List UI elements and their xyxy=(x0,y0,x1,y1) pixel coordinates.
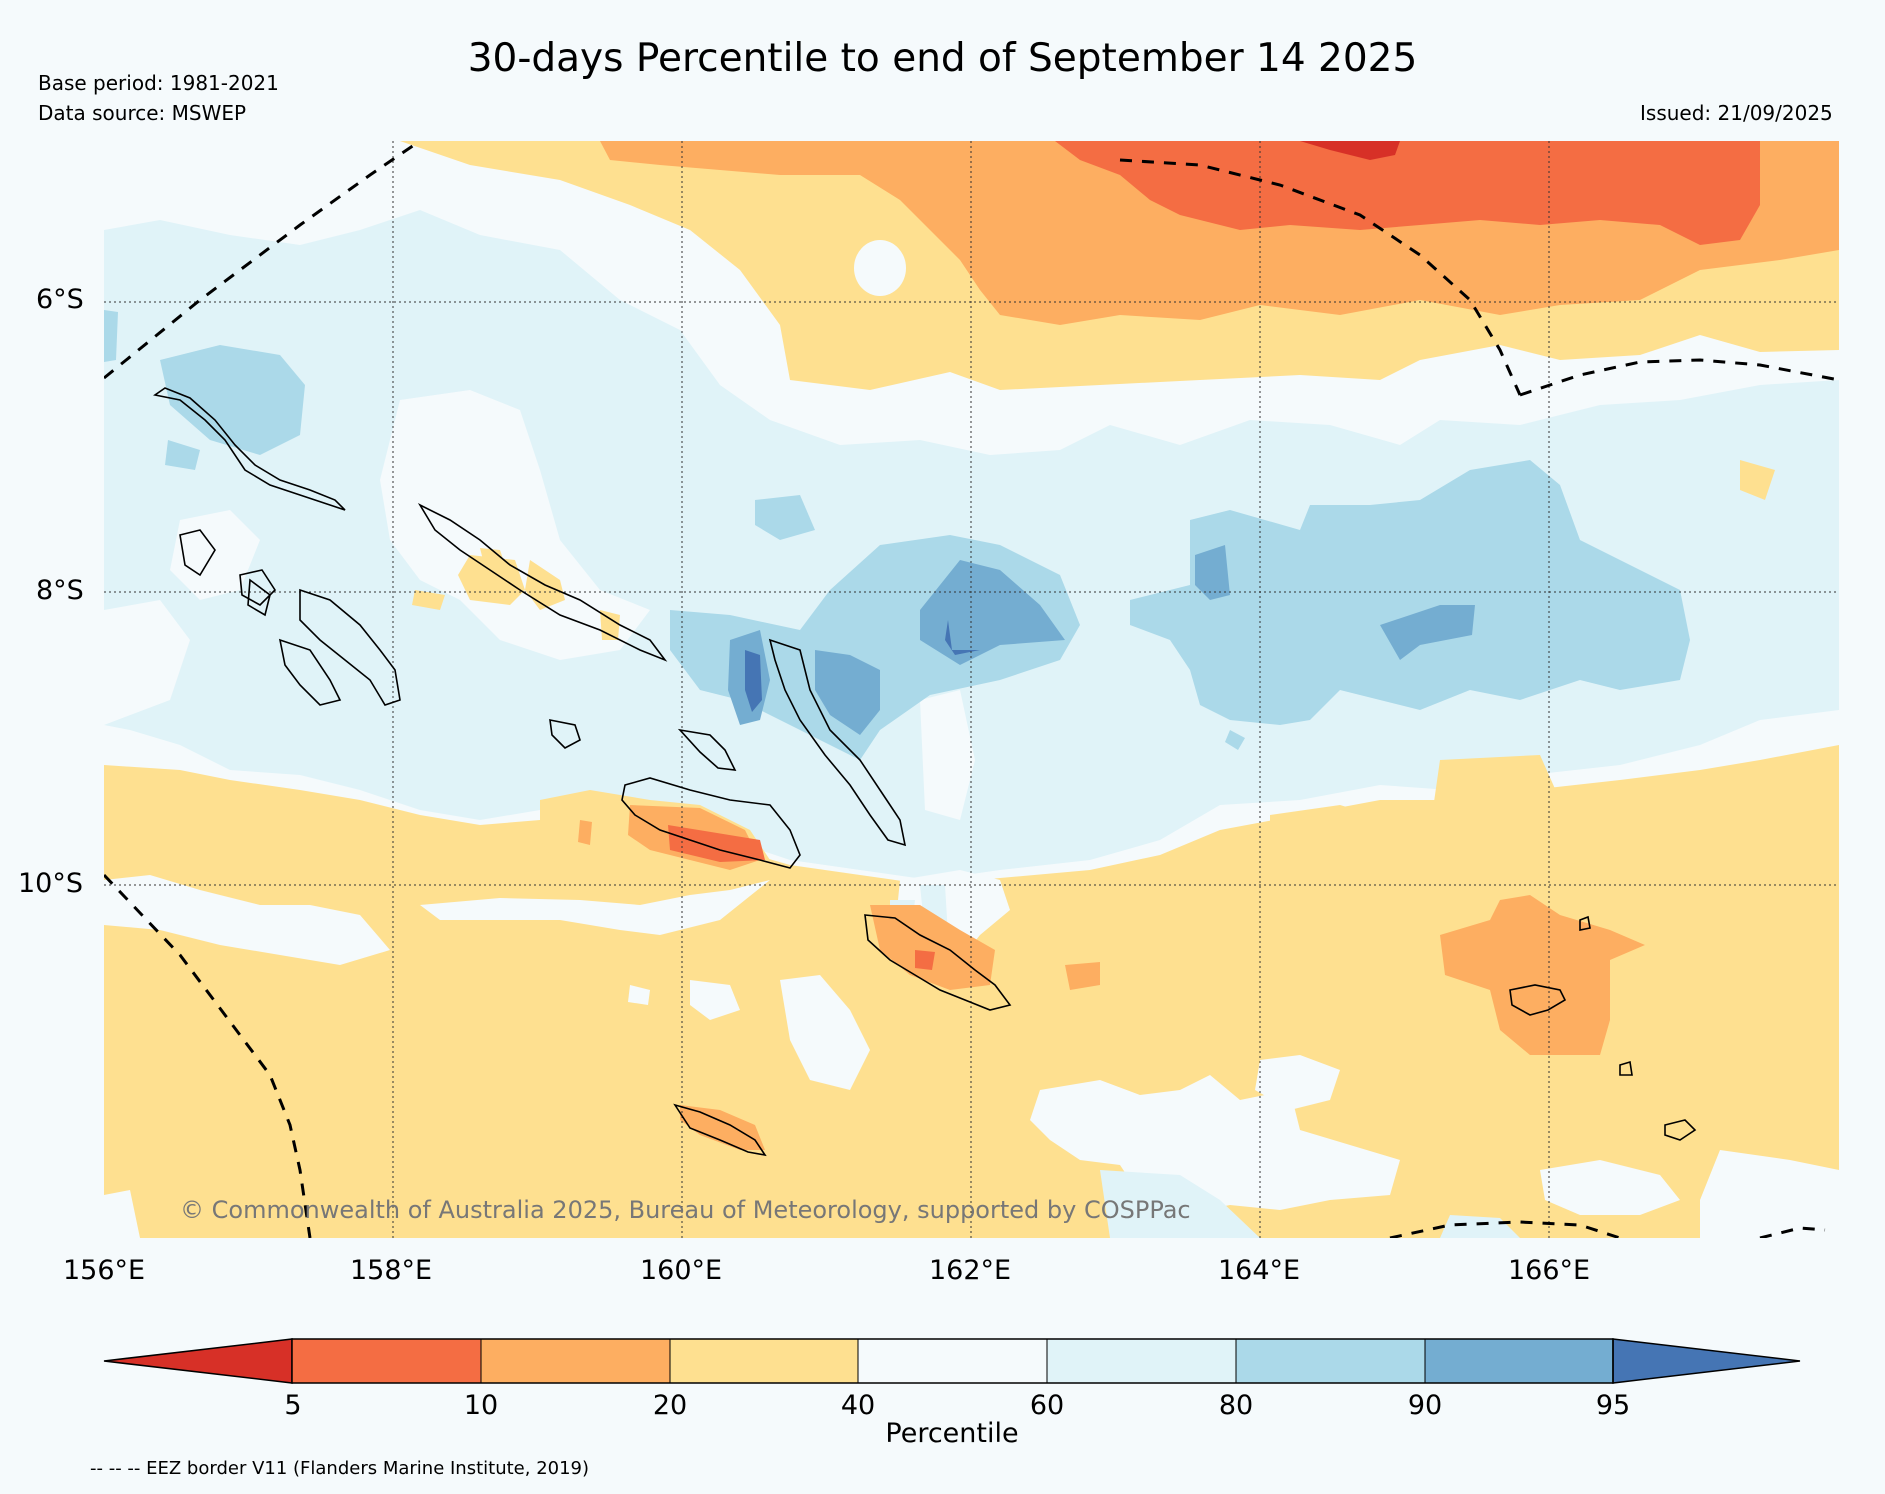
contour-5-10-north xyxy=(1055,141,1760,245)
lat-label-10s: 10°S xyxy=(18,868,83,899)
legend-swatch-80-90 xyxy=(1236,1339,1425,1383)
coast-makira xyxy=(864,914,1012,1011)
lon-label-156e: 156°E xyxy=(63,1255,146,1286)
contour-above-95 xyxy=(745,650,762,712)
contour-90-95 xyxy=(920,560,1065,665)
legend-swatch-60-80 xyxy=(1047,1339,1236,1383)
issued-date: Issued: 21/09/2025 xyxy=(1640,101,1833,125)
legend-tick-95: 95 xyxy=(1595,1390,1631,1421)
contour-below-5-north xyxy=(1300,141,1400,160)
legend-tick-5: 5 xyxy=(284,1390,302,1421)
legend-tick-20: 20 xyxy=(652,1390,688,1421)
legend-swatch-5-10 xyxy=(292,1339,481,1383)
percentile-contours xyxy=(104,141,1839,1238)
legend-tick-10: 10 xyxy=(463,1390,499,1421)
lon-label-160e: 160°E xyxy=(640,1255,723,1286)
eez-footnote: -- -- -- EEZ border V11 (Flanders Marine… xyxy=(90,1458,590,1479)
legend-colorbar xyxy=(103,1338,1801,1384)
legend-tick-60: 60 xyxy=(1029,1390,1065,1421)
lon-label-158e: 158°E xyxy=(350,1255,433,1286)
gridlines xyxy=(104,141,1839,1238)
legend-swatch-above-95 xyxy=(1612,1338,1801,1384)
legend-swatch-90-95 xyxy=(1425,1339,1613,1383)
lat-label-6s: 6°S xyxy=(36,284,84,315)
legend-swatch-below-5 xyxy=(103,1338,293,1384)
copyright-notice: © Commonwealth of Australia 2025, Bureau… xyxy=(180,1196,1191,1224)
legend-tick-90: 90 xyxy=(1407,1390,1443,1421)
coast-nggela xyxy=(549,718,737,771)
legend-swatch-40-60 xyxy=(858,1339,1047,1383)
lon-label-166e: 166°E xyxy=(1508,1255,1591,1286)
legend-swatch-10-20 xyxy=(481,1339,670,1383)
coast-choiseul-bougainville xyxy=(153,387,346,511)
lon-label-162e: 162°E xyxy=(929,1255,1012,1286)
legend-tick-80: 80 xyxy=(1218,1390,1254,1421)
legend-swatch-20-40 xyxy=(670,1339,858,1383)
coast-new-georgia xyxy=(179,529,401,706)
coast-guadalcanal xyxy=(621,777,801,869)
page-title: 30-days Percentile to end of September 1… xyxy=(467,36,1418,81)
lat-label-8s: 8°S xyxy=(36,575,84,606)
eez-borders xyxy=(104,141,1839,1238)
lon-label-164e: 164°E xyxy=(1218,1255,1301,1286)
legend-tick-40: 40 xyxy=(840,1390,876,1421)
data-source: Data source: MSWEP xyxy=(38,101,247,125)
contour-80-90-west xyxy=(160,345,305,455)
coast-malaita xyxy=(768,638,907,847)
base-period: Base period: 1981-2021 xyxy=(38,71,279,95)
coast-vella-lavella xyxy=(247,578,271,617)
coast-santa-isabel xyxy=(417,503,668,662)
legend-title: Percentile xyxy=(885,1418,1019,1449)
coast-santa-cruz xyxy=(1509,984,1697,1141)
coastlines xyxy=(153,387,1697,1157)
coast-rennell xyxy=(673,1103,767,1157)
